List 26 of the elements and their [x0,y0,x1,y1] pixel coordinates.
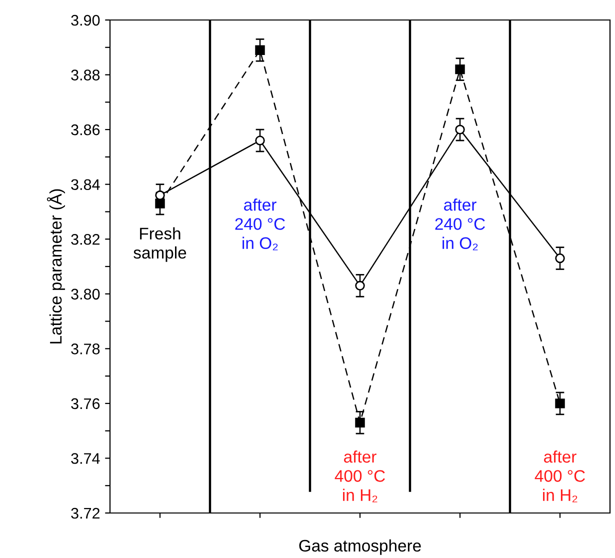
y-tick-label: 3.90 [71,14,100,26]
annotation: after 240 °C in O₂ [435,198,485,250]
y-tick-label: 3.86 [71,124,100,136]
y-tick-label: 3.84 [71,179,100,190]
point [255,45,265,55]
point [255,136,265,146]
point [155,190,165,200]
point [455,124,465,134]
y-tick-label: 3.88 [71,70,100,80]
y-tick-label: 3.72 [71,508,100,519]
y-tick-label: 3.74 [71,453,100,464]
annotation: Fresh sample [134,227,186,262]
annotation: after 240 °C in O₂ [235,198,285,250]
x-axis-title: Gas atmosphere [299,539,421,555]
annotation: after 400 °C in H₂ [534,450,585,502]
y-axis-title: Lattice parameter (Å) [46,189,65,344]
point [455,64,465,74]
y-tick-label: 3.76 [71,398,100,410]
y-tick-label: 3.78 [71,344,100,354]
y-tick-label: 3.80 [71,288,100,300]
point [355,280,365,291]
y-tick-label: 3.82 [71,234,100,245]
point [555,253,565,264]
point [555,398,565,408]
point [355,418,365,428]
annotation: after 400 °C in H₂ [334,450,385,502]
